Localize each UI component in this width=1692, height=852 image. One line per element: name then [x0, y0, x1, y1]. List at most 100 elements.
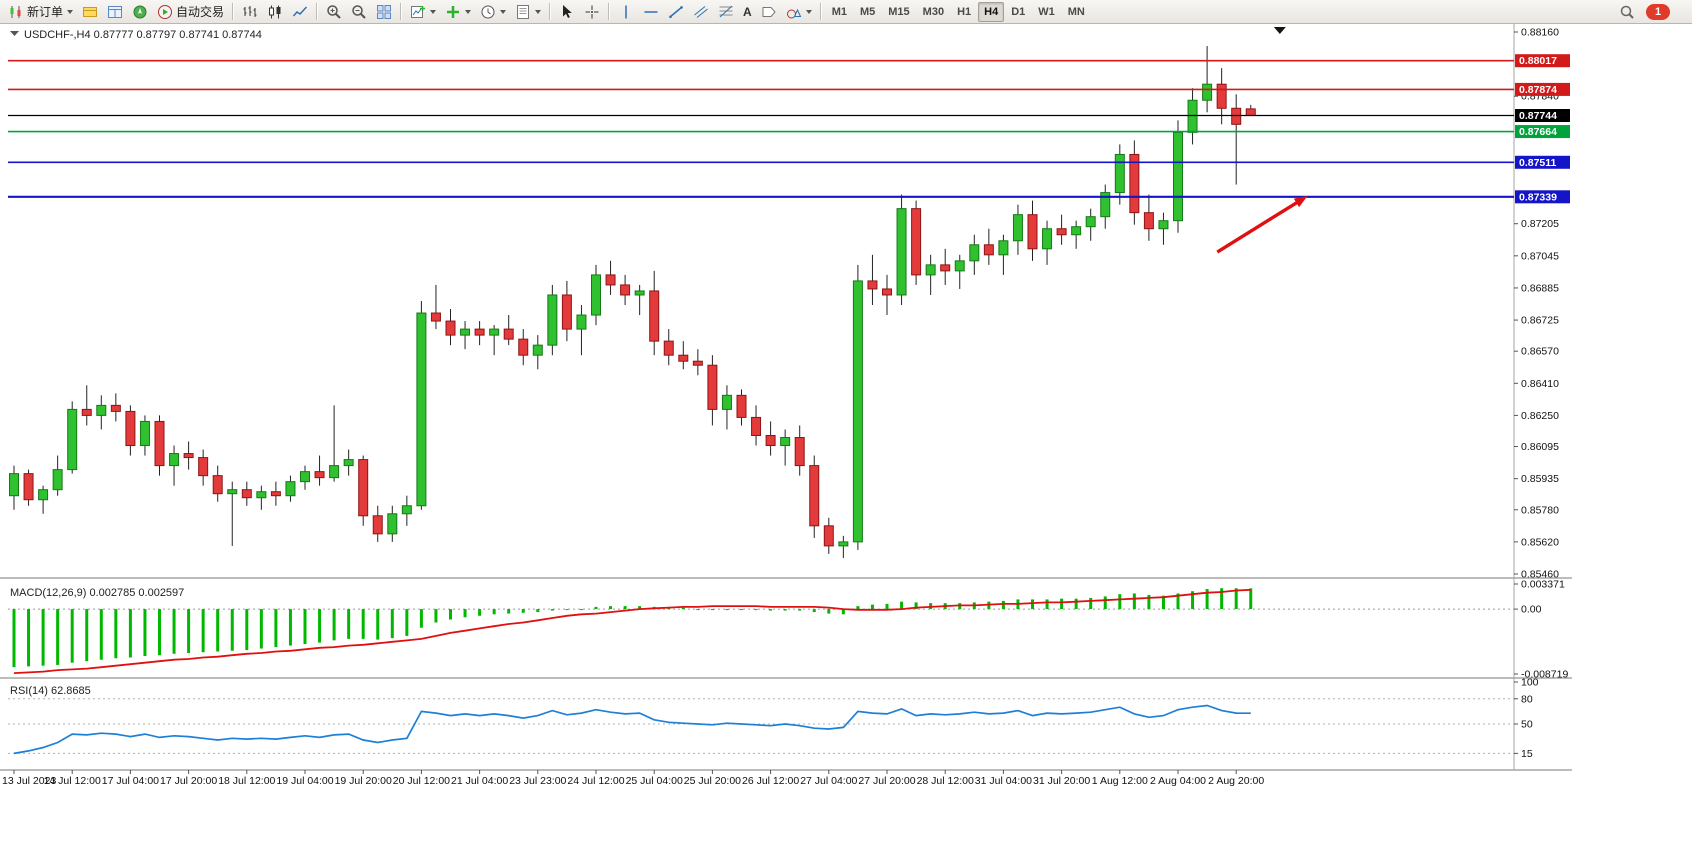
autotrading-button[interactable]: 自动交易: [153, 1, 228, 23]
chart-canvas[interactable]: 0.881600.878400.872050.870450.868850.867…: [0, 24, 1692, 852]
bear-candle: [1216, 83, 1227, 109]
dropdown-caret-icon: [67, 9, 74, 14]
notification-badge[interactable]: 1: [1646, 3, 1670, 20]
svg-text:0.87744: 0.87744: [1519, 110, 1557, 122]
dropdown-caret-icon: [465, 9, 472, 14]
channel-tool-button[interactable]: [689, 1, 713, 23]
svg-text:2 Aug 04:00: 2 Aug 04:00: [1150, 775, 1206, 787]
line-chart-button[interactable]: [288, 1, 312, 23]
bull-candle: [256, 491, 267, 499]
rsi-indicator: 100 80 50 15 RSI(14) 62.8685: [8, 677, 1539, 760]
templates-button[interactable]: [511, 1, 545, 23]
chart-background[interactable]: [0, 24, 1692, 852]
svg-text:0.85935: 0.85935: [1521, 473, 1559, 485]
toolbar-separator: [400, 3, 403, 20]
label-tag-icon: [762, 6, 776, 17]
bear-candle: [605, 274, 616, 286]
tile-windows-icon: [377, 4, 392, 19]
autotrading-icon: [158, 4, 173, 19]
new-order-button[interactable]: 新订单: [4, 1, 77, 23]
bull-candle: [896, 208, 907, 296]
trend-arrow[interactable]: [1216, 196, 1308, 254]
navigator-button[interactable]: [128, 1, 152, 23]
bear-candle: [1231, 107, 1242, 125]
svg-text:27 Jul 04:00: 27 Jul 04:00: [800, 775, 857, 787]
data-window-button[interactable]: [103, 1, 127, 23]
timeframe-button-m30[interactable]: M30: [922, 5, 945, 18]
bull-candle: [285, 481, 296, 497]
svg-text:0.85460: 0.85460: [1521, 569, 1559, 581]
toolbar-separator: [549, 3, 552, 20]
tile-windows-button[interactable]: [372, 1, 396, 23]
trendline-tool-button[interactable]: [664, 1, 688, 23]
vertical-line-tool-button[interactable]: [614, 1, 638, 23]
price-axis[interactable]: 0.881600.878400.872050.870450.868850.867…: [1514, 27, 1559, 581]
bear-candle: [736, 394, 747, 418]
timeframe-button-w1[interactable]: W1: [1038, 5, 1055, 18]
timeframe-button-mn[interactable]: MN: [1067, 5, 1085, 18]
bear-candle: [561, 294, 572, 330]
svg-text:20 Jul 12:00: 20 Jul 12:00: [393, 775, 450, 787]
macd-signal-line: [13, 588, 1251, 674]
bear-candle: [81, 408, 92, 416]
zoom-in-button[interactable]: [322, 1, 346, 23]
timeframe-button-m15[interactable]: M15: [888, 5, 910, 18]
svg-text:0.86570: 0.86570: [1521, 346, 1559, 358]
svg-text:0.86885: 0.86885: [1521, 282, 1559, 294]
bull-candle: [576, 314, 587, 330]
bar-chart-button[interactable]: [238, 1, 262, 23]
svg-text:28 Jul 12:00: 28 Jul 12:00: [917, 775, 974, 787]
bull-candle: [1202, 83, 1213, 101]
timeframe-button-m5[interactable]: M5: [859, 5, 876, 18]
svg-text:25 Jul 04:00: 25 Jul 04:00: [626, 775, 683, 787]
periods-button[interactable]: [476, 1, 510, 23]
bear-candle: [692, 360, 703, 366]
chart-shift-marker[interactable]: [1273, 27, 1286, 34]
navigator-icon: [133, 5, 147, 18]
crosshair-button[interactable]: [580, 1, 604, 23]
bear-candle: [823, 525, 834, 547]
new-chart-icon: [411, 5, 426, 18]
zoom-out-button[interactable]: [347, 1, 371, 23]
candlestick-chart-button[interactable]: [263, 1, 287, 23]
timeframe-button-h1[interactable]: H1: [957, 5, 972, 18]
timeframe-button-h4[interactable]: H4: [978, 1, 1005, 22]
new-chart-button[interactable]: [406, 1, 440, 23]
market-watch-button[interactable]: [78, 1, 102, 23]
svg-text:80: 80: [1521, 693, 1533, 705]
label-tool-button[interactable]: [757, 1, 781, 23]
shapes-tool-button[interactable]: [782, 1, 816, 23]
svg-text:100: 100: [1521, 677, 1539, 689]
horizontal-line-tool-button[interactable]: [639, 1, 663, 23]
data-window-icon: [108, 5, 123, 18]
svg-text:19 Jul 04:00: 19 Jul 04:00: [276, 775, 333, 787]
price-badge-0.87874: 0.87874: [1515, 82, 1570, 96]
svg-text:0.85620: 0.85620: [1521, 536, 1559, 548]
bear-candle: [1056, 228, 1067, 236]
bear-candle: [125, 410, 136, 447]
fibonacci-tool-button[interactable]: [714, 1, 738, 23]
svg-text:0.88160: 0.88160: [1521, 27, 1559, 39]
bear-candle: [620, 284, 631, 296]
svg-text:1 Aug 12:00: 1 Aug 12:00: [1092, 775, 1148, 787]
bear-candle: [649, 290, 660, 342]
bear-candle: [663, 340, 674, 356]
search-button[interactable]: [1615, 1, 1639, 23]
indicators-button[interactable]: [441, 1, 475, 23]
bull-candle: [925, 264, 936, 276]
svg-text:21 Jul 04:00: 21 Jul 04:00: [451, 775, 508, 787]
toolbar-separator: [316, 3, 319, 20]
text-tool-button[interactable]: A: [739, 1, 756, 23]
cursor-button[interactable]: [555, 1, 579, 23]
indicators-plus-icon: [447, 5, 460, 18]
bull-candle: [96, 404, 107, 416]
timeframe-button-d1[interactable]: D1: [1011, 5, 1026, 18]
bull-candle: [1100, 192, 1111, 218]
bear-candle: [474, 328, 485, 336]
chart-header: USDCHF-,H4 0.87777 0.87797 0.87741 0.877…: [10, 29, 262, 41]
market-watch-icon: [83, 6, 98, 17]
svg-text:0.87511: 0.87511: [1519, 157, 1557, 169]
one-click-trading-toggle[interactable]: [10, 31, 19, 36]
timeframe-button-m1[interactable]: M1: [831, 5, 847, 18]
